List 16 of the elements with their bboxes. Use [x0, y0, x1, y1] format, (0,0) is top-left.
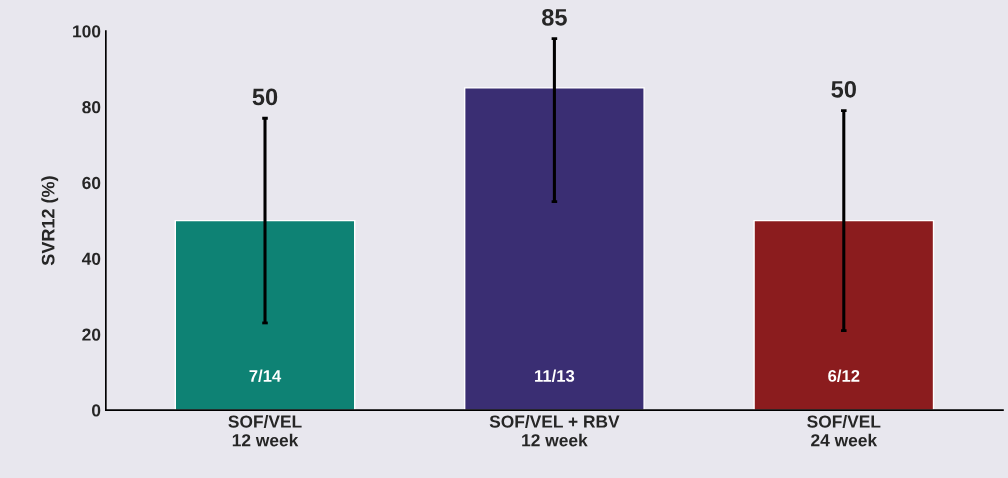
annotation: 50	[252, 88, 278, 106]
y-axis-title: SVR12 (%)	[41, 176, 59, 266]
x-tick-label: SOF/VEL 24 week	[807, 414, 881, 447]
y-tick-label: 80	[82, 101, 101, 114]
annotation: 85	[542, 8, 567, 26]
annotation: 6/12	[828, 369, 860, 382]
y-tick-label: 0	[92, 404, 101, 417]
y-tick-label: 60	[82, 176, 101, 190]
y-tick-label: 40	[81, 252, 101, 265]
y-tick-label: 20	[82, 328, 101, 341]
x-tick-label: SOF/VEL 12 week	[228, 414, 302, 447]
annotation: 7/14	[249, 369, 282, 382]
annotation: 50	[831, 80, 856, 98]
x-tick-label: SOF/VEL + RBV 12 week	[489, 414, 620, 447]
y-tick-label: 100	[73, 25, 101, 38]
annotation: 11/13	[535, 369, 575, 382]
